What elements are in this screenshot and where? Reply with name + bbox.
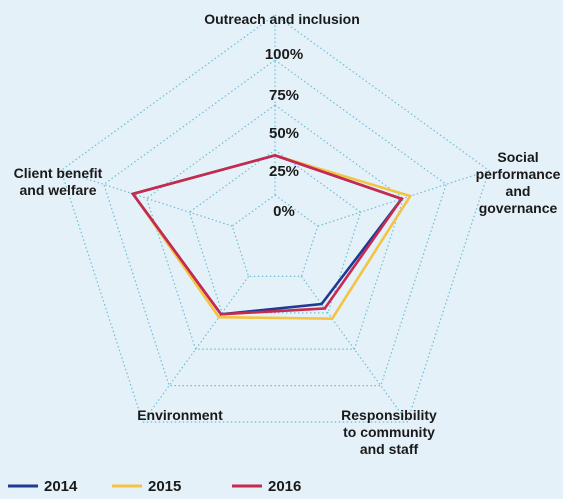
tick-label-75: 75% bbox=[269, 87, 299, 104]
tick-label-25: 25% bbox=[269, 163, 299, 180]
tick-label-100: 100% bbox=[265, 46, 303, 63]
legend-item-2014: 2014 bbox=[8, 478, 78, 495]
legend-label-2016: 2016 bbox=[268, 478, 301, 495]
legend-label-2015: 2015 bbox=[148, 478, 181, 495]
grid-ring-1 bbox=[231, 194, 319, 278]
axis-label-5-line-2: and welfare bbox=[19, 182, 96, 198]
axis-label-5-line-1: Client benefit bbox=[14, 165, 103, 181]
series-2016-line bbox=[130, 154, 404, 316]
axis-label-4: Environment bbox=[137, 407, 223, 423]
axis-label-2: Social performance and governance bbox=[476, 149, 561, 216]
axis-label-4-line-1: Environment bbox=[137, 407, 223, 423]
axis-label-3: Responsibility to community and staff bbox=[341, 407, 437, 457]
axis-label-2-line-1: Social bbox=[497, 149, 538, 165]
legend-item-2016: 2016 bbox=[232, 478, 301, 495]
axis-label-2-line-4: governance bbox=[479, 200, 558, 216]
axis-label-1-line-1: Outreach and inclusion bbox=[204, 11, 360, 27]
axis-label-2-line-2: performance bbox=[476, 166, 561, 182]
grid-ring-2 bbox=[188, 149, 362, 314]
legend: 2014 2015 2016 bbox=[8, 478, 301, 495]
radar-series bbox=[130, 154, 413, 320]
series-2014-line bbox=[130, 154, 404, 316]
legend-item-2015: 2015 bbox=[112, 478, 181, 495]
tick-label-50: 50% bbox=[269, 125, 299, 142]
grid-ring-5 bbox=[60, 14, 490, 423]
legend-label-2014: 2014 bbox=[44, 478, 78, 495]
grid-ring-4 bbox=[103, 59, 447, 387]
grid-ring-3 bbox=[145, 104, 405, 350]
axis-label-3-line-1: Responsibility bbox=[341, 407, 437, 423]
axis-label-3-line-2: to community bbox=[343, 424, 435, 440]
axis-label-3-line-3: and staff bbox=[360, 441, 419, 457]
tick-labels: 0% 25% 50% 75% 100% bbox=[265, 46, 303, 220]
radar-grid bbox=[60, 14, 490, 423]
tick-label-0: 0% bbox=[273, 203, 295, 220]
axis-label-1: Outreach and inclusion bbox=[204, 11, 360, 27]
axis-label-5: Client benefit and welfare bbox=[14, 165, 103, 198]
axis-label-2-line-3: and bbox=[506, 183, 531, 199]
